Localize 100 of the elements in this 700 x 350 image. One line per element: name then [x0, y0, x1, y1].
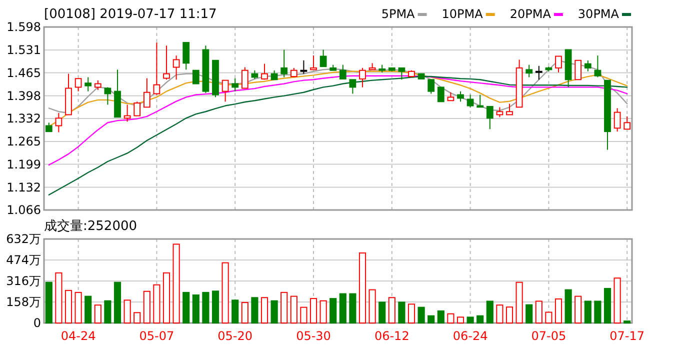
bar — [251, 297, 258, 324]
bar — [506, 306, 514, 324]
bar — [339, 293, 346, 324]
bar — [545, 312, 552, 324]
candlestick — [466, 94, 474, 108]
bar — [476, 315, 484, 324]
bar — [614, 278, 621, 324]
y-tick-label: 0 — [33, 316, 41, 330]
legend-label: 5PMA — [381, 7, 416, 21]
bar — [134, 312, 141, 324]
candlestick — [124, 104, 131, 122]
x-tick-label: 04-24 — [60, 329, 96, 343]
y-tick-label: 1.598 — [6, 20, 41, 34]
candlestick — [232, 78, 239, 92]
bar — [232, 300, 239, 324]
chart-title: 成交量:252000 — [44, 218, 138, 234]
bar — [496, 304, 504, 324]
bar — [55, 272, 62, 324]
y-tick-label: 1.265 — [6, 134, 41, 149]
candlestick — [320, 49, 327, 68]
candlestick — [614, 108, 621, 132]
y-tick-label: 1.199 — [6, 157, 41, 172]
y-tick-label: 316万 — [6, 274, 41, 288]
bar — [241, 302, 248, 324]
candlestick — [310, 55, 317, 70]
bar — [604, 288, 612, 324]
candlestick — [270, 70, 278, 80]
x-tick-label: 05-20 — [218, 329, 253, 343]
bar — [300, 306, 308, 324]
bar — [64, 290, 72, 324]
y-tick-label: 474万 — [6, 253, 41, 267]
candlestick — [134, 101, 141, 116]
chart-title: [00108] 2019-07-17 11:17 — [44, 7, 217, 22]
candlestick — [535, 65, 542, 80]
candlestick — [457, 90, 464, 102]
candlestick — [437, 86, 444, 102]
bar — [516, 282, 523, 324]
bar — [202, 292, 210, 324]
bar — [45, 282, 52, 324]
bar — [535, 300, 542, 324]
candlestick — [143, 78, 150, 108]
bar — [466, 316, 474, 324]
bar — [280, 292, 288, 324]
y-tick-label: 158万 — [6, 295, 41, 309]
x-tick-label: 05-30 — [296, 329, 331, 343]
candlestick — [624, 116, 631, 130]
bar — [172, 244, 180, 324]
bar — [456, 316, 464, 324]
candlestick — [84, 76, 92, 92]
candlestick — [172, 55, 180, 80]
candlestick — [261, 63, 268, 80]
candlestick — [359, 67, 366, 88]
bar — [310, 298, 318, 324]
candlestick — [55, 112, 62, 133]
bar — [84, 296, 92, 324]
bar — [212, 290, 220, 324]
bar — [378, 302, 386, 324]
y-tick-label: 1.132 — [6, 180, 41, 194]
candlestick — [594, 55, 602, 78]
candlestick — [506, 103, 513, 116]
y-tick-label: 632万 — [6, 232, 41, 246]
bar — [447, 313, 454, 324]
candlestick — [486, 106, 494, 130]
line-series — [48, 76, 628, 196]
candlestick — [526, 64, 533, 78]
candlestick — [555, 56, 562, 73]
candlestick — [574, 60, 582, 80]
bar — [182, 292, 190, 324]
legend-label: 10PMA — [442, 7, 484, 21]
x-tick-label: 07-05 — [531, 329, 566, 343]
bar — [222, 262, 229, 324]
y-tick-label: 1.465 — [6, 66, 41, 80]
candlestick — [104, 86, 112, 106]
candlestick — [584, 60, 592, 72]
bar — [368, 289, 376, 324]
candlestick — [163, 45, 170, 80]
bar — [574, 296, 582, 324]
bar — [358, 252, 366, 324]
y-tick-label: 1.398 — [6, 88, 41, 103]
candlestick — [496, 106, 504, 118]
bar — [554, 298, 562, 324]
bar — [564, 289, 572, 324]
bar — [388, 297, 396, 324]
bar — [320, 300, 327, 324]
x-tick-label: 06-24 — [452, 329, 488, 343]
bar — [584, 300, 592, 324]
bar — [94, 304, 102, 324]
bar — [408, 304, 416, 324]
candlestick — [280, 49, 288, 78]
candlestick — [192, 70, 200, 84]
bar — [143, 290, 150, 324]
bar — [114, 282, 122, 324]
bar — [349, 293, 356, 324]
y-tick-label: 1.066 — [6, 203, 41, 217]
bar — [428, 315, 435, 324]
candlestick — [153, 42, 160, 96]
candlestick — [349, 79, 356, 94]
bar — [104, 300, 112, 324]
bar — [437, 310, 444, 324]
bar — [74, 292, 82, 324]
